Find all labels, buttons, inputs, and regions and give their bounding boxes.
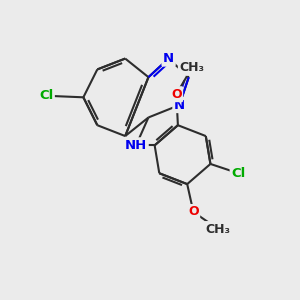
Text: Cl: Cl (231, 167, 245, 180)
Text: O: O (188, 206, 199, 218)
Text: O: O (171, 88, 182, 101)
Text: Cl: Cl (39, 89, 53, 102)
Text: N: N (163, 52, 174, 65)
Text: NH: NH (125, 139, 147, 152)
Text: N: N (174, 99, 185, 112)
Text: CH₃: CH₃ (206, 223, 231, 236)
Text: CH₃: CH₃ (179, 61, 204, 74)
